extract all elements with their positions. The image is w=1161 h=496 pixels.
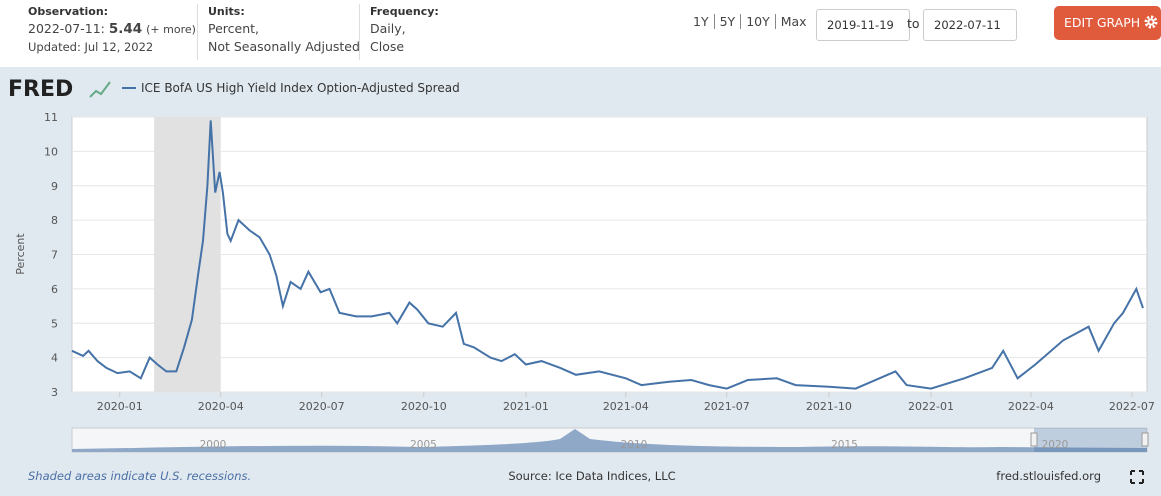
logo: FRED xyxy=(8,77,73,102)
navigator-label: 2000 xyxy=(200,439,227,451)
range-buttons: 1Y 5Y 10Y Max xyxy=(688,14,812,29)
label: Frequency: xyxy=(370,5,439,18)
navigator-label: 2005 xyxy=(410,439,437,451)
recession-band xyxy=(154,117,221,392)
chart: FRED ICE BofA US High Yield Index Option… xyxy=(0,67,1161,496)
y-tick-label: 4 xyxy=(51,352,58,365)
obs-date: 2022-07-11: xyxy=(28,21,105,36)
range-button[interactable]: Max xyxy=(780,14,807,29)
navigator-label: 2020 xyxy=(1042,439,1069,451)
units-line: Not Seasonally Adjusted xyxy=(208,39,360,54)
obs-line: 2022-07-11: 5.44 (+ more) xyxy=(28,21,196,37)
edit-label: EDIT GRAPH xyxy=(1064,15,1141,30)
x-tick-label: 2021-01 xyxy=(503,400,549,413)
navigator-label: 2010 xyxy=(621,439,648,451)
label: Units: xyxy=(208,5,245,18)
series-line xyxy=(71,120,1144,390)
observation: Observation: 2022-07-11: 5.44 (+ more) U… xyxy=(28,0,196,67)
x-tick-label: 2022-01 xyxy=(908,400,954,413)
y-tick-label: 11 xyxy=(44,111,58,124)
navigator-handle[interactable] xyxy=(1141,432,1149,447)
frequency: Frequency: Daily, Close xyxy=(370,0,439,67)
navigator-area xyxy=(72,429,1147,452)
recession-note: Shaded areas indicate U.S. recessions. xyxy=(28,469,251,483)
edit-graph-button[interactable]: EDIT GRAPH xyxy=(1054,6,1161,40)
y-tick-label: 7 xyxy=(51,249,58,262)
x-tick-label: 2020-01 xyxy=(97,400,143,413)
x-tick-label: 2020-07 xyxy=(299,400,345,413)
freq-line: Close xyxy=(370,39,405,54)
x-tick-label: 2021-04 xyxy=(603,400,649,413)
navigator-window[interactable] xyxy=(1034,428,1147,452)
obs-value: 5.44 xyxy=(108,21,143,37)
to-label: to xyxy=(907,16,920,31)
units-line: Percent, xyxy=(208,21,260,36)
units: Units: Percent, Not Seasonally Adjusted xyxy=(208,0,360,67)
y-tick-label: 3 xyxy=(51,386,58,399)
source: Source: Ice Data Indices, LLC xyxy=(508,469,675,483)
more-link[interactable]: (+ more) xyxy=(146,23,196,36)
divider xyxy=(197,4,198,60)
y-tick-label: 8 xyxy=(51,214,58,227)
y-axis-label: Percent xyxy=(14,233,27,275)
divider xyxy=(359,4,360,60)
date-to[interactable]: 2022-07-11 xyxy=(923,9,1017,41)
freq-line: Daily, xyxy=(370,21,406,36)
legend-label: ICE BofA US High Yield Index Option-Adju… xyxy=(141,81,460,95)
logo-icon xyxy=(89,81,111,98)
label: Observation: xyxy=(28,5,109,18)
fullscreen-icon[interactable] xyxy=(1130,470,1144,484)
y-tick-label: 9 xyxy=(51,180,58,193)
gear-icon xyxy=(1144,15,1158,29)
range-button[interactable]: 10Y xyxy=(741,14,776,29)
x-tick-label: 2020-10 xyxy=(401,400,447,413)
x-tick-label: 2021-07 xyxy=(704,400,750,413)
y-tick-label: 6 xyxy=(51,283,58,296)
x-tick-label: 2022-07 xyxy=(1109,400,1155,413)
range-button[interactable]: 1Y xyxy=(688,14,715,29)
y-tick-label: 10 xyxy=(44,145,58,158)
x-tick-label: 2020-04 xyxy=(198,400,244,413)
updated: Updated: Jul 12, 2022 xyxy=(28,40,154,54)
y-tick-label: 5 xyxy=(51,317,58,330)
site-link[interactable]: fred.stlouisfed.org xyxy=(996,469,1101,483)
range-button[interactable]: 5Y xyxy=(714,14,742,29)
navigator-label: 2015 xyxy=(831,439,858,451)
x-tick-label: 2022-04 xyxy=(1008,400,1054,413)
date-from[interactable]: 2019-11-19 xyxy=(816,9,910,41)
x-tick-label: 2021-10 xyxy=(806,400,852,413)
navigator-handle[interactable] xyxy=(1030,432,1038,447)
